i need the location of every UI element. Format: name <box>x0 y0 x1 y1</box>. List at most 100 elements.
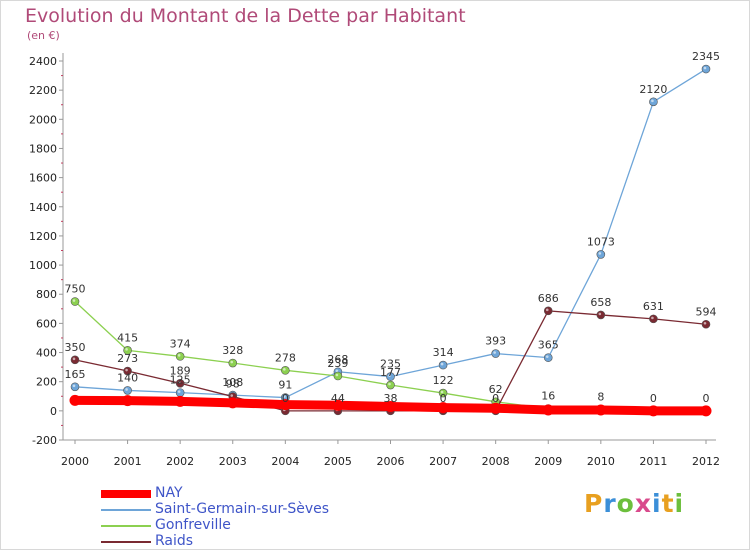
series-point-highlight <box>177 354 181 357</box>
y-tick-label: 1000 <box>29 259 57 272</box>
series-point-3 <box>701 319 711 329</box>
series-point-highlight <box>651 316 654 320</box>
data-label-3: 44 <box>331 392 345 405</box>
x-tick-label: 2004 <box>271 455 299 468</box>
series-point-0 <box>332 399 344 411</box>
data-label-2: 0 <box>650 392 657 405</box>
series-point-highlight <box>703 66 707 70</box>
data-label-1: 91 <box>278 379 292 392</box>
data-label-2: 62 <box>489 383 503 396</box>
series-point-2 <box>333 371 343 381</box>
y-tick-label: 2000 <box>29 113 57 126</box>
legend-swatch <box>101 541 151 543</box>
x-tick-label: 2000 <box>61 455 89 468</box>
data-label-2: 8 <box>597 391 604 404</box>
x-tick-label: 2009 <box>534 455 562 468</box>
series-point-highlight <box>283 368 286 371</box>
data-label-3: 0 <box>492 392 499 405</box>
data-label-3: 0 <box>282 392 289 405</box>
series-point-2 <box>175 352 185 361</box>
series-point-highlight <box>72 384 76 388</box>
y-tick-label: 2400 <box>29 55 57 68</box>
data-label-2: 122 <box>433 374 454 387</box>
series-point-highlight <box>388 374 391 377</box>
data-label-1: 1073 <box>587 235 615 248</box>
legend-swatch <box>101 490 151 498</box>
legend-swatch <box>101 525 151 527</box>
series-point-1 <box>491 349 500 358</box>
series-point-1 <box>649 97 658 107</box>
y-tick-label: 1600 <box>29 172 57 185</box>
y-tick-label: 1800 <box>29 142 57 155</box>
series-point-0 <box>227 397 239 409</box>
series-point-1 <box>596 250 606 259</box>
x-tick-label: 2003 <box>219 455 247 468</box>
series-point-1 <box>175 388 185 397</box>
series-point-1 <box>123 386 132 395</box>
series-point-highlight <box>598 312 602 316</box>
chart-title: Evolution du Montant de la Dette par Hab… <box>25 5 466 27</box>
data-label-1: 125 <box>170 374 191 387</box>
series-point-0 <box>174 395 186 407</box>
legend-label: Saint-Germain-sur-Sèves <box>155 501 330 517</box>
data-label-3: 189 <box>170 364 191 377</box>
series-point-highlight <box>703 321 707 325</box>
series-point-highlight <box>125 368 128 372</box>
data-label-2: 750 <box>65 283 86 296</box>
y-tick-label: 1400 <box>29 201 57 214</box>
data-label-3: 631 <box>643 300 664 313</box>
data-label-2: 0 <box>703 392 710 405</box>
data-label-2: 177 <box>380 366 401 379</box>
data-label-3: 0 <box>440 392 447 405</box>
series-point-1 <box>543 353 553 362</box>
data-label-3: 594 <box>696 305 717 318</box>
legend-swatch <box>101 509 151 511</box>
series-point-highlight <box>388 382 391 386</box>
series-point-1 <box>70 382 80 392</box>
series-point-highlight <box>125 348 128 351</box>
logo-letter: o <box>616 489 635 518</box>
series-point-2 <box>70 297 80 306</box>
data-label-1: 393 <box>485 335 506 348</box>
series-point-highlight <box>283 395 286 398</box>
y-tick-label: 0 <box>50 405 57 418</box>
series-point-0 <box>700 405 712 417</box>
y-tick-label: -200 <box>32 434 57 447</box>
x-tick-label: 2012 <box>692 455 720 468</box>
data-label-1: 140 <box>117 371 138 384</box>
series-point-highlight <box>493 351 496 354</box>
x-tick-label: 2006 <box>377 455 405 468</box>
y-tick-label: 600 <box>36 317 57 330</box>
data-label-3: 658 <box>590 296 611 309</box>
series-point-2 <box>386 380 395 390</box>
series-point-highlight <box>72 357 76 361</box>
series-point-0 <box>437 402 449 414</box>
data-label-1: 268 <box>327 353 348 366</box>
logo-letter: i <box>652 489 662 518</box>
x-tick-label: 2001 <box>114 455 142 468</box>
series-point-0 <box>279 399 291 411</box>
x-tick-label: 2005 <box>324 455 352 468</box>
series-point-highlight <box>493 399 496 403</box>
y-tick-label: 200 <box>36 376 57 389</box>
chart-axes: -200020040060080010001200140016001800200… <box>29 53 720 468</box>
data-labels-layer: 165 140 125 108 91 268 235 314 393 365 1073 2120 234… <box>65 50 721 405</box>
data-label-1: 2120 <box>639 83 667 96</box>
logo-letter: i <box>674 489 685 518</box>
data-label-1: 365 <box>538 339 559 352</box>
series-point-0 <box>385 400 396 412</box>
logo-letter: t <box>661 489 675 518</box>
data-label-2: 16 <box>541 390 555 403</box>
series-point-highlight <box>177 380 181 384</box>
y-tick-label: 800 <box>36 288 57 301</box>
series-point-highlight <box>598 252 602 255</box>
y-tick-label: 2200 <box>29 84 57 97</box>
series-point-highlight <box>335 369 339 373</box>
data-label-3: 350 <box>65 341 86 354</box>
series-point-0 <box>542 404 554 416</box>
data-label-3: 273 <box>117 352 138 365</box>
x-tick-label: 2008 <box>482 455 510 468</box>
data-label-3: 38 <box>384 392 398 405</box>
series-point-2 <box>228 358 238 368</box>
series-point-highlight <box>230 360 234 364</box>
